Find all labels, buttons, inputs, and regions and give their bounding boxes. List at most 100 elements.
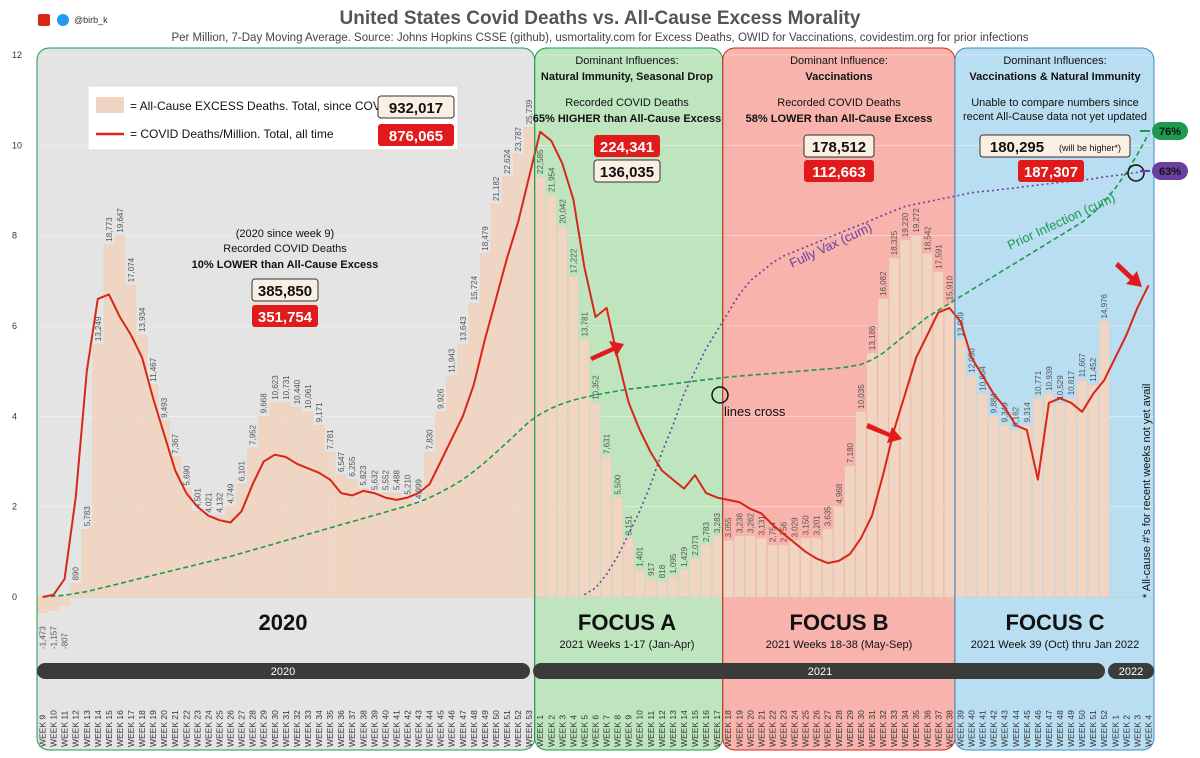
excess-bar-label: 13,186 bbox=[868, 325, 877, 350]
week-label: WEEK 14 bbox=[93, 710, 103, 747]
week-label: WEEK 18 bbox=[137, 710, 147, 747]
excess-bar-label: 10,939 bbox=[1045, 366, 1054, 391]
week-label: WEEK 16 bbox=[115, 710, 125, 747]
excess-bar bbox=[612, 497, 623, 598]
week-label: WEEK 52 bbox=[513, 710, 523, 747]
week-label: WEEK 53 bbox=[524, 710, 534, 747]
week-label: WEEK 3 bbox=[557, 715, 567, 747]
excess-bar-label: 22,624 bbox=[503, 149, 512, 174]
week-label: WEEK 21 bbox=[170, 710, 180, 747]
panel-2020: (2020 since week 9) Recorded COVID Death… bbox=[192, 228, 379, 635]
excess-bar bbox=[999, 425, 1010, 598]
excess-bar bbox=[524, 127, 535, 598]
week-label: WEEK 4 bbox=[568, 715, 578, 747]
excess-bar-label: 11,452 bbox=[1089, 357, 1098, 381]
covid-deaths-line bbox=[42, 130, 1150, 598]
week-label: WEEK 41 bbox=[978, 710, 988, 747]
excess-bar-label: 4,968 bbox=[835, 483, 844, 504]
excess-bar bbox=[734, 535, 745, 598]
excess-bar-labels: -1,473 -1,157 -807 890 5,783 13,249 18,773 19,6… bbox=[39, 99, 1110, 649]
excess-bar bbox=[1010, 429, 1021, 598]
legend-covid-total-box bbox=[378, 124, 454, 146]
excess-bar-label: 5,632 bbox=[370, 470, 379, 491]
excess-bar bbox=[512, 154, 524, 598]
week-label: WEEK 42 bbox=[989, 710, 999, 747]
lines-cross-label: lines cross bbox=[724, 404, 786, 419]
focusB-covid-box bbox=[804, 160, 874, 182]
week-label: WEEK 20 bbox=[745, 710, 755, 747]
excess-bar bbox=[136, 334, 148, 598]
week-label: WEEK 48 bbox=[1055, 710, 1065, 747]
excess-bar-label: -807 bbox=[61, 632, 70, 649]
week-label: WEEK 44 bbox=[425, 710, 435, 747]
excess-bar-label: 17,222 bbox=[569, 248, 578, 273]
focusA-excess-box bbox=[593, 159, 661, 183]
focusA-line1: Recorded COVID Deaths bbox=[565, 97, 689, 109]
excess-bar-label: 7,631 bbox=[603, 433, 612, 454]
week-label: WEEK 28 bbox=[834, 710, 844, 747]
week-label: WEEK 39 bbox=[955, 710, 965, 747]
week-label: WEEK 22 bbox=[181, 710, 191, 747]
excess-bar bbox=[778, 544, 789, 598]
excess-bar bbox=[1088, 384, 1099, 598]
focusC-h1: Dominant Influences: bbox=[1003, 55, 1106, 67]
excess-bar-label: 5,500 bbox=[614, 474, 623, 495]
focusA-covid-box bbox=[594, 135, 660, 157]
focusC-excess: 180,295 bbox=[990, 139, 1044, 156]
panel-focus-b: Dominant Influence: Vaccinations Recorde… bbox=[746, 55, 933, 651]
excess-bar bbox=[656, 580, 667, 598]
excess-bar bbox=[347, 479, 358, 598]
excess-bar-label: 6,101 bbox=[238, 461, 247, 482]
excess-bar bbox=[70, 583, 81, 598]
week-label: WEEK 33 bbox=[889, 710, 899, 747]
focusC-line1: Unable to compare numbers since bbox=[971, 97, 1139, 109]
excess-bar-label: 3,150 bbox=[802, 515, 811, 536]
excess-bar-label: 10,035 bbox=[857, 384, 866, 409]
excess-bar bbox=[37, 596, 48, 614]
week-label: WEEK 3 bbox=[1132, 715, 1142, 747]
excess-bar-label: 2,754 bbox=[768, 521, 777, 542]
excess-bar bbox=[313, 425, 325, 598]
excess-bar-label: 13,781 bbox=[580, 312, 589, 337]
excess-bar bbox=[911, 235, 922, 598]
focusC-sub: 2021 Week 39 (Oct) thru Jan 2022 bbox=[971, 639, 1140, 651]
excess-bar-label: 10,817 bbox=[1067, 370, 1076, 395]
excess-bar bbox=[689, 558, 701, 598]
excess-bar-label: 3,131 bbox=[757, 515, 766, 536]
excess-bar-label: 4,021 bbox=[204, 492, 213, 513]
excess-bar-label: 6,547 bbox=[337, 451, 346, 472]
excess-bar-label: 5,552 bbox=[381, 470, 390, 491]
excess-bar-label: 10,352 bbox=[592, 375, 601, 400]
excess-bar bbox=[125, 285, 137, 598]
focusC-excess-box bbox=[979, 134, 1131, 158]
y-tick-label: 8 bbox=[12, 231, 17, 241]
y-tick-label: 12 bbox=[12, 50, 22, 60]
excess-bar-label: 3,029 bbox=[791, 517, 800, 538]
excess-bar-label: 3,236 bbox=[735, 512, 744, 533]
year-bar-2022 bbox=[1108, 663, 1154, 679]
excess-bar bbox=[955, 339, 966, 598]
excess-bar-label: 3,201 bbox=[813, 515, 822, 536]
week-label: WEEK 50 bbox=[491, 710, 501, 747]
excess-bar-label: 5,783 bbox=[83, 506, 92, 527]
excess-bar bbox=[468, 303, 479, 598]
excess-bar bbox=[236, 483, 247, 598]
week-label: WEEK 33 bbox=[303, 710, 313, 747]
excess-bar-label: 11,943 bbox=[448, 348, 457, 372]
week-label: WEEK 9 bbox=[38, 715, 48, 747]
week-label: WEEK 23 bbox=[779, 710, 789, 747]
excess-bar bbox=[811, 538, 822, 598]
excess-bar bbox=[767, 544, 778, 598]
week-label: WEEK 12 bbox=[657, 710, 667, 747]
p2020-name: 2020 bbox=[259, 610, 308, 635]
focusB-excess: 178,512 bbox=[812, 139, 866, 156]
y-tick-label: 4 bbox=[12, 411, 17, 421]
excess-bar bbox=[833, 506, 844, 598]
week-label: WEEK 45 bbox=[1022, 710, 1032, 747]
week-label: WEEK 49 bbox=[480, 710, 490, 747]
excess-bar bbox=[922, 253, 933, 598]
focusA-covid: 224,341 bbox=[600, 139, 654, 156]
y-tick-label: 2 bbox=[12, 502, 17, 512]
excess-bar bbox=[59, 596, 70, 607]
excess-bar-label: 3,635 bbox=[824, 506, 833, 527]
